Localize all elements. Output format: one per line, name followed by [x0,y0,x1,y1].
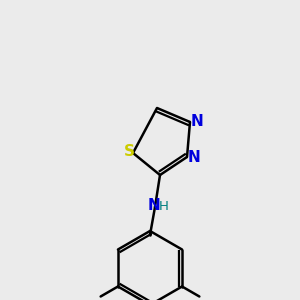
Text: S: S [124,145,134,160]
Text: N: N [148,199,160,214]
Text: N: N [190,115,203,130]
Text: N: N [188,149,200,164]
Text: H: H [159,200,169,214]
